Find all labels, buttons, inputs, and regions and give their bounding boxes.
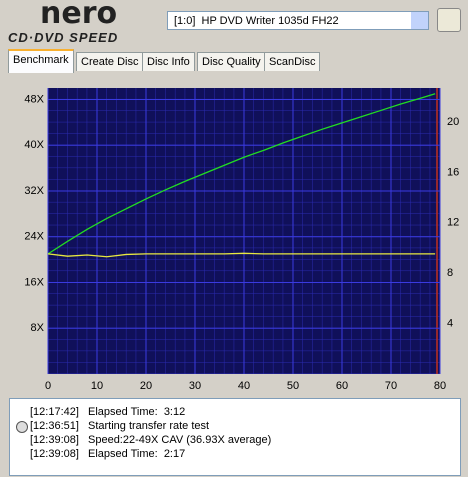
log-row: [12:39:08] Speed:22-49X CAV (36.93X avera… — [30, 434, 271, 446]
x-tick-label: 30 — [189, 380, 201, 392]
log-row: [12:17:42] Elapsed Time: 3:12 — [30, 406, 185, 418]
log-text: Elapsed Time: 3:12 — [88, 406, 186, 418]
tab[interactable]: Benchmark — [8, 49, 74, 73]
tab[interactable]: Create Disc — [76, 52, 144, 71]
chart: 8X 16X 24X 32X 40X 48X 4 8 12 16 20 0 10 20 30 40 50 60 70… — [24, 88, 459, 392]
x-tick-label: 80 — [434, 380, 446, 392]
log-text: Speed:22-49X CAV (36.93X average) — [88, 434, 272, 446]
y2-tick-label: 16 — [447, 166, 459, 178]
log-text: Starting transfer rate test — [88, 420, 210, 432]
y-tick-label: 32X — [24, 185, 44, 197]
series-line — [47, 252, 436, 258]
y-tick-label: 24X — [24, 231, 44, 243]
log-time: [12:36:51] — [30, 420, 79, 432]
log-time: [12:17:42] — [30, 406, 79, 418]
log-text: Elapsed Time: 2:17 — [88, 448, 186, 460]
log-panel: [12:17:42] Elapsed Time: 3:12 [12:36:51] S… — [9, 398, 461, 476]
log-time: [12:39:08] — [30, 448, 79, 460]
log-row: [12:36:51] Starting transfer rate test — [30, 420, 209, 432]
y2-tick-label: 20 — [447, 116, 459, 128]
x-tick-label: 10 — [91, 380, 103, 392]
drive-label: [1:0] HP DVD Writer 1035d FH22 — [174, 15, 339, 27]
y2-tick-label: 12 — [447, 217, 459, 229]
y2-tick-label: 4 — [447, 318, 453, 330]
drive-select[interactable]: [1:0] HP DVD Writer 1035d FH22 — [167, 11, 429, 30]
y2-tick-label: 8 — [447, 267, 453, 279]
logo: nero — [40, 0, 118, 31]
x-tick-label: 70 — [385, 380, 397, 392]
x-tick-label: 0 — [45, 380, 51, 392]
x-tick-label: 20 — [140, 380, 152, 392]
dropdown-arrow[interactable] — [411, 12, 428, 29]
x-tick-label: 50 — [287, 380, 299, 392]
x-tick-label: 40 — [238, 380, 250, 392]
tab[interactable]: Disc Info — [142, 52, 195, 71]
eject-button[interactable] — [437, 8, 461, 32]
series-line — [47, 93, 436, 255]
y-tick-label: 16X — [24, 276, 44, 288]
tab[interactable]: Disc Quality — [197, 52, 266, 71]
x-tick-label: 60 — [336, 380, 348, 392]
log-time: [12:39:08] — [30, 434, 79, 446]
y-tick-label: 48X — [24, 93, 44, 105]
logo-subtitle: CD·DVD SPEED — [8, 30, 119, 45]
tab[interactable]: ScanDisc — [264, 52, 321, 71]
y-tick-label: 8X — [31, 322, 45, 334]
disc-icon — [16, 421, 28, 433]
log-row: [12:39:08] Elapsed Time: 2:17 — [30, 448, 185, 460]
y-tick-label: 40X — [24, 139, 44, 151]
